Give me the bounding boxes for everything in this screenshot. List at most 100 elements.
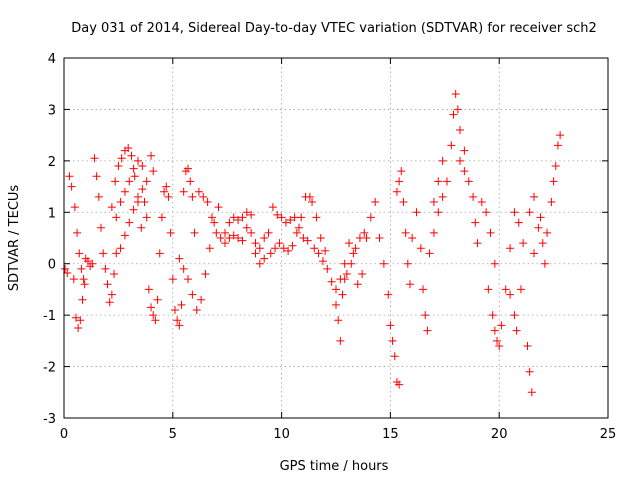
- data-point-marker: [73, 228, 82, 237]
- data-point-marker: [358, 270, 367, 278]
- data-point-marker: [525, 208, 534, 217]
- data-point-marker: [312, 213, 321, 222]
- x-tick-label: 0: [60, 427, 68, 442]
- data-point-marker: [129, 164, 138, 173]
- data-point-marker: [549, 177, 558, 186]
- data-point-marker: [184, 164, 193, 173]
- data-point-marker: [162, 182, 171, 191]
- data-point-marker: [323, 264, 332, 273]
- data-point-marker: [525, 367, 534, 376]
- data-point-marker: [471, 218, 480, 227]
- data-point-marker: [362, 234, 371, 242]
- data-point-marker: [188, 192, 197, 201]
- data-point-marker: [140, 198, 149, 206]
- data-point-marker: [510, 208, 519, 217]
- data-point-marker: [203, 198, 212, 206]
- data-point-marker: [157, 213, 166, 222]
- data-point-marker: [464, 177, 473, 186]
- data-point-marker: [338, 290, 347, 299]
- data-point-marker: [379, 259, 388, 268]
- data-point-marker: [103, 280, 112, 289]
- data-point-marker: [116, 244, 125, 253]
- data-point-marker: [212, 228, 221, 237]
- data-point-marker: [201, 270, 210, 278]
- data-point-marker: [473, 239, 482, 248]
- data-point-marker: [133, 192, 142, 201]
- data-point-marker: [286, 216, 295, 224]
- data-point-marker: [425, 249, 434, 258]
- y-tick-label: 0: [48, 258, 56, 273]
- data-point-marker: [516, 285, 525, 294]
- data-point-marker: [530, 192, 539, 201]
- y-axis-label: SDTVAR / TECUs: [7, 185, 22, 292]
- data-point-marker: [360, 228, 369, 237]
- data-point-marker: [188, 290, 197, 299]
- data-point-marker: [144, 285, 153, 294]
- data-point-marker: [76, 316, 85, 325]
- data-point-marker: [419, 285, 428, 294]
- y-tick-labels: -3 -2 -1 0 1 2 3 4: [43, 52, 56, 427]
- data-point-marker: [519, 239, 528, 248]
- data-point-marker: [501, 285, 510, 294]
- data-point-marker: [347, 259, 356, 268]
- data-point-marker: [71, 313, 80, 322]
- data-point-marker: [416, 244, 425, 253]
- data-point-marker: [92, 172, 101, 181]
- data-point-marker: [170, 306, 179, 314]
- data-point-marker: [273, 210, 282, 219]
- data-point-marker: [490, 259, 499, 268]
- data-point-marker: [434, 177, 443, 186]
- data-point-marker: [543, 228, 552, 237]
- data-point-marker: [556, 131, 565, 140]
- data-point-marker: [268, 203, 277, 212]
- data-point-marker: [155, 249, 164, 258]
- chart-title: Day 031 of 2014, Sidereal Day-to-day VTE…: [71, 21, 597, 36]
- data-point-marker: [225, 234, 234, 242]
- data-point-marker: [186, 177, 195, 186]
- data-point-marker: [149, 167, 158, 176]
- data-point-marker: [112, 213, 121, 222]
- data-point-marker: [247, 228, 256, 237]
- data-point-marker: [142, 177, 151, 186]
- data-point-marker: [442, 177, 451, 186]
- data-point-marker: [318, 257, 327, 266]
- data-point-marker: [342, 270, 351, 278]
- data-point-marker: [130, 172, 139, 181]
- x-axis-label: GPS time / hours: [280, 459, 389, 474]
- data-point-marker: [251, 249, 260, 258]
- data-point-marker: [523, 342, 532, 350]
- data-point-marker: [403, 259, 412, 268]
- y-tick-label: 3: [48, 103, 56, 118]
- data-point-marker: [284, 246, 293, 255]
- data-point-marker: [260, 234, 269, 242]
- data-point-marker: [290, 213, 299, 222]
- data-point-marker: [207, 213, 216, 222]
- data-point-marker: [205, 244, 214, 253]
- data-point-marker: [375, 234, 384, 242]
- data-point-marker: [214, 203, 223, 212]
- y-tick-label: -3: [43, 412, 56, 427]
- data-point-marker: [303, 236, 312, 245]
- data-point-marker: [469, 192, 478, 201]
- y-tick-label: -2: [43, 361, 56, 376]
- data-point-marker: [138, 162, 147, 170]
- data-point-marker: [332, 285, 340, 294]
- data-point-marker: [553, 141, 562, 150]
- data-point-marker: [107, 290, 116, 299]
- data-point-marker: [221, 239, 230, 248]
- data-point-marker: [101, 264, 110, 273]
- data-point-marker: [142, 213, 151, 222]
- data-point-marker: [78, 295, 87, 304]
- data-point-marker: [105, 298, 114, 307]
- data-point-marker: [460, 146, 469, 155]
- data-point-marker: [288, 241, 297, 250]
- data-point-marker: [194, 187, 203, 196]
- data-point-marker: [314, 249, 323, 258]
- data-point-marker: [271, 244, 280, 253]
- data-point-marker: [453, 105, 462, 114]
- data-point-marker: [77, 264, 86, 273]
- data-point-marker: [275, 239, 284, 248]
- data-point-marker: [151, 316, 160, 325]
- data-point-marker: [74, 324, 83, 332]
- data-point-marker: [175, 321, 184, 330]
